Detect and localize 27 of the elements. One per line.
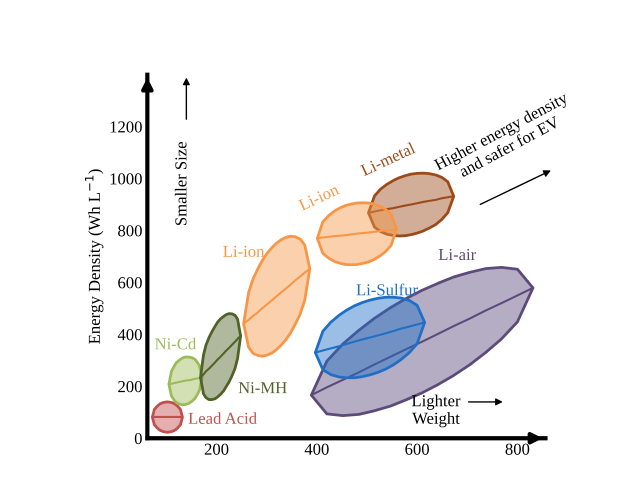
- x-tick-label: 800: [506, 444, 530, 455]
- y-tick-label: 200: [118, 381, 142, 392]
- y-tick-label: 1000: [110, 173, 142, 185]
- line-series: [199, 334, 242, 379]
- x-tick-label: 600: [405, 444, 429, 455]
- y-tick-label: 400: [118, 329, 142, 340]
- series-label: Lead Acid: [188, 412, 257, 424]
- text: Li-air: [438, 248, 476, 260]
- y-tick-label: 1200: [110, 121, 142, 133]
- series-label: Li-Sulfur: [356, 284, 418, 296]
- y-tick-label: 800: [118, 225, 142, 236]
- series-label: Ni-MH: [238, 382, 287, 394]
- line-series: [242, 268, 311, 325]
- y-tick-label: 0: [134, 432, 142, 444]
- line-series: [316, 228, 398, 240]
- y-tick-label: 600: [118, 277, 142, 288]
- line-series: [168, 376, 204, 386]
- series-label: Ni-Cd: [155, 338, 196, 350]
- text: Li-ion: [298, 183, 340, 211]
- x-tick-label: 400: [304, 444, 329, 455]
- line-series: [314, 321, 426, 354]
- y-axis-title: Energy Density (Wh L$^{−1}$): [84, 169, 104, 344]
- line-series: [367, 195, 455, 214]
- annotation: Smaller Size: [174, 142, 187, 225]
- annotation: Lighter Weight: [412, 394, 460, 428]
- x-tick-label: 200: [204, 444, 228, 455]
- text: Li-ion: [223, 246, 264, 258]
